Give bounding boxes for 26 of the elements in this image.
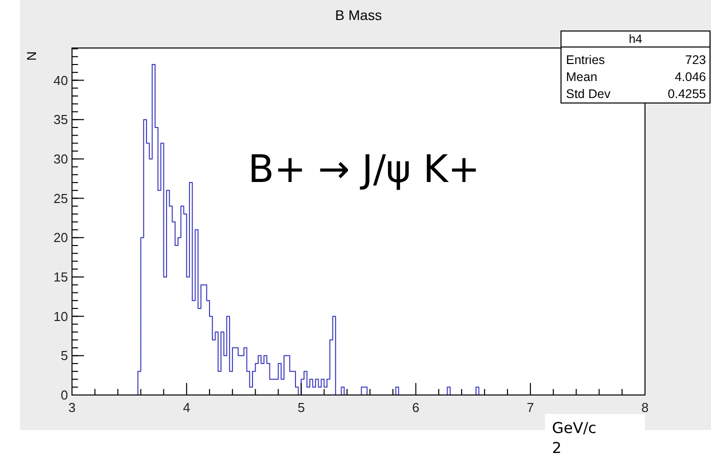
y-tick-label: 20: [54, 230, 68, 246]
annotation: Std Dev: [566, 87, 612, 101]
chart-title: B Mass: [335, 7, 382, 23]
text: h4: [628, 32, 642, 46]
x-tick-label: 7: [526, 400, 534, 415]
text: 4.046: [674, 70, 706, 84]
annotation: Entries: [566, 53, 605, 67]
y-tick-label: 10: [54, 308, 68, 324]
annotation: B+ → J/ψ K+: [248, 147, 480, 191]
y-tick-label: 35: [54, 112, 68, 128]
x-tick-label: 8: [641, 400, 649, 415]
y-tick-label: 40: [54, 72, 68, 88]
x-tick-label: 5: [298, 400, 305, 415]
y-tick-label: 15: [54, 270, 68, 285]
x-tick-label: 4: [182, 400, 190, 415]
y-tick-label: 0: [60, 388, 68, 403]
x-tick-label: 3: [68, 400, 76, 415]
text: 723: [685, 53, 706, 67]
annotation: Mean: [566, 70, 598, 84]
y-tick-label: 5: [60, 348, 68, 364]
y-tick-label: 25: [54, 190, 68, 206]
x-tick-label: 6: [412, 400, 420, 415]
y-tick-label: 30: [54, 151, 68, 166]
x-axis-title: GeV/c 2: [552, 419, 596, 457]
y-axis-title: N: [24, 51, 39, 61]
text: 0.4255: [668, 87, 706, 101]
